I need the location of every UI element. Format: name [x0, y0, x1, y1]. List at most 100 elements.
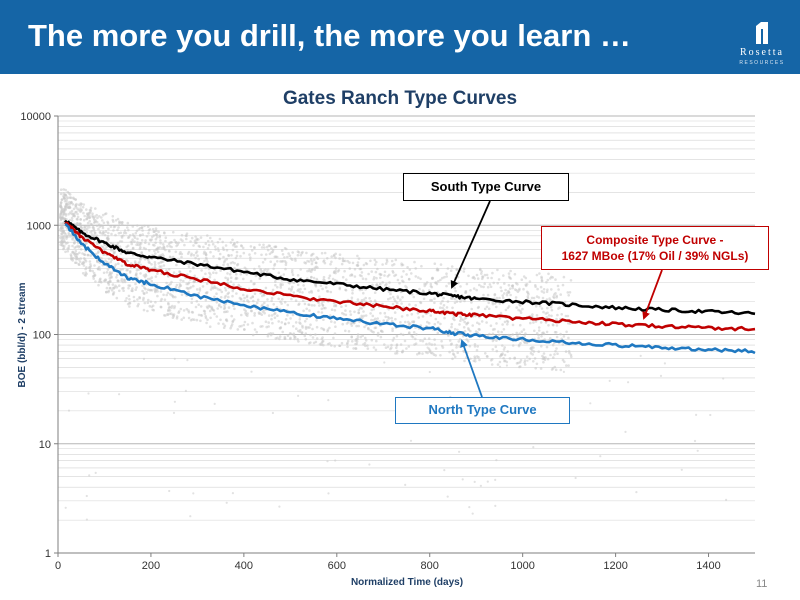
- scatter-point: [177, 300, 180, 304]
- scatter-point: [545, 345, 549, 349]
- scatter-point: [66, 249, 70, 253]
- scatter-point: [519, 358, 523, 362]
- scatter-point: [505, 293, 509, 297]
- scatter-point: [120, 234, 124, 238]
- scatter-point: [465, 338, 469, 341]
- scatter-point: [346, 341, 349, 345]
- scatter-point: [68, 205, 72, 209]
- scatter-point: [696, 449, 699, 452]
- scatter-point: [425, 281, 429, 284]
- scatter-point: [566, 314, 570, 318]
- scatter-point: [722, 377, 725, 380]
- scatter-point: [136, 224, 139, 227]
- scatter-point: [191, 266, 195, 269]
- scatter-point: [63, 231, 66, 235]
- scatter-point: [107, 257, 111, 261]
- scatter-point: [473, 480, 476, 483]
- scatter-point: [302, 284, 305, 287]
- scatter-point: [303, 261, 306, 264]
- scatter-point: [495, 339, 498, 342]
- scatter-point: [471, 324, 475, 327]
- scatter-point: [423, 284, 427, 288]
- scatter-point: [289, 317, 292, 320]
- scatter-point: [520, 278, 524, 282]
- scatter-point: [367, 272, 370, 276]
- scatter-point: [126, 221, 130, 225]
- scatter-point: [115, 296, 119, 300]
- scatter-point: [98, 278, 102, 282]
- scatter-point: [261, 325, 264, 328]
- scatter-point: [157, 262, 160, 265]
- scatter-point: [547, 272, 550, 276]
- scatter-point: [412, 331, 416, 334]
- scatter-point: [59, 229, 63, 233]
- scatter-point: [180, 318, 183, 321]
- scatter-point: [360, 271, 364, 274]
- scatter-point: [142, 274, 146, 277]
- scatter-point: [504, 288, 507, 292]
- scatter-point: [121, 287, 124, 290]
- scatter-point: [199, 319, 202, 323]
- scatter-point: [344, 304, 348, 308]
- scatter-point: [540, 345, 543, 348]
- scatter-point: [102, 230, 105, 234]
- scatter-point: [77, 258, 80, 261]
- scatter-point: [140, 239, 144, 242]
- scatter-point: [261, 303, 264, 307]
- scatter-point: [498, 296, 501, 300]
- scatter-point: [105, 236, 109, 240]
- scatter-point: [340, 341, 344, 345]
- scatter-point: [482, 285, 485, 289]
- scatter-point: [77, 246, 81, 249]
- scatter-point: [353, 267, 357, 271]
- scatter-point: [134, 282, 137, 286]
- scatter-point: [63, 193, 67, 197]
- scatter-point: [346, 345, 349, 349]
- scatter-point: [186, 359, 189, 362]
- scatter-point: [253, 252, 257, 255]
- scatter-point: [379, 282, 382, 286]
- scatter-point: [355, 342, 359, 346]
- scatter-point: [65, 234, 69, 238]
- scatter-point: [535, 314, 539, 317]
- scatter-point: [156, 272, 159, 276]
- scatter-point: [64, 214, 68, 217]
- scatter-point: [549, 305, 553, 309]
- scatter-point: [508, 357, 512, 360]
- scatter-point: [204, 272, 207, 276]
- scatter-point: [391, 302, 395, 306]
- scatter-point: [568, 322, 572, 325]
- scatter-point: [414, 267, 418, 270]
- x-tick-label: 0: [55, 560, 61, 572]
- scatter-point: [239, 254, 242, 258]
- scatter-point: [269, 260, 273, 264]
- scatter-point: [382, 319, 386, 322]
- scatter-point: [242, 293, 245, 297]
- scatter-point: [475, 288, 479, 292]
- scatter-point: [227, 253, 230, 257]
- scatter-point: [164, 239, 167, 243]
- scatter-point: [106, 220, 109, 224]
- scatter-point: [663, 362, 667, 365]
- y-tick-label: 1: [45, 548, 51, 560]
- scatter-point: [154, 300, 157, 304]
- scatter-point: [172, 230, 175, 234]
- scatter-point: [148, 288, 152, 292]
- scatter-point: [190, 297, 194, 301]
- scatter-point: [352, 347, 355, 350]
- scatter-point: [384, 262, 388, 265]
- scatter-point: [333, 278, 337, 282]
- scatter-point: [534, 320, 538, 323]
- scatter-point: [168, 489, 171, 493]
- scatter-point: [306, 269, 309, 273]
- scatter-point: [552, 295, 555, 299]
- scatter-point: [163, 231, 166, 234]
- scatter-point: [289, 336, 292, 340]
- scatter-point: [545, 330, 549, 334]
- composite-type-curve-line: [64, 221, 756, 332]
- scatter-point: [393, 298, 396, 301]
- scatter-point: [408, 303, 411, 306]
- scatter-point: [108, 276, 112, 280]
- scatter-point: [180, 255, 183, 259]
- scatter-point: [301, 299, 305, 303]
